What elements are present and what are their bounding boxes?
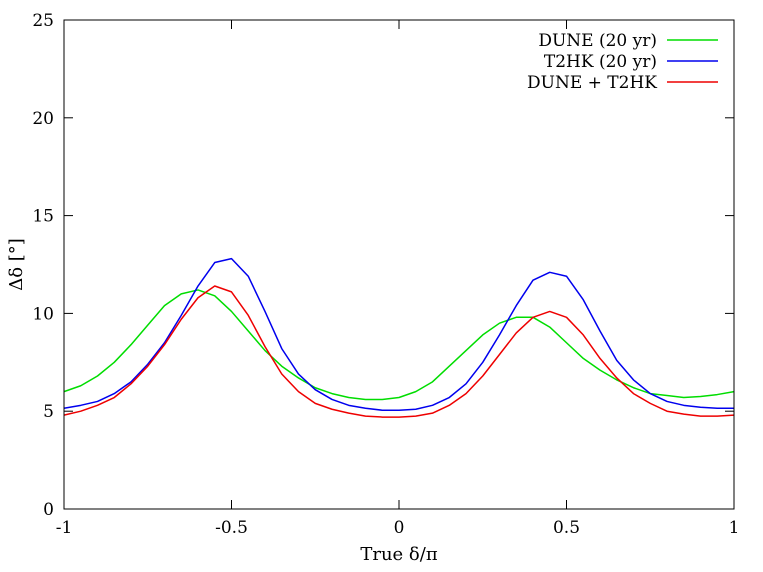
x-tick-label: 0 [394,518,405,538]
series-line-2 [63,257,734,411]
y-tick-label: 0 [43,500,54,520]
y-tick-label: 15 [32,207,54,227]
x-tick-label: -1 [56,518,73,538]
y-tick-label: 25 [32,11,54,31]
series-line-3 [63,285,735,418]
plot-frame [63,19,735,510]
series-layer [63,257,735,418]
legend: DUNE (20 yr)T2HK (20 yr)DUNE + T2HK [527,31,718,93]
legend-label-1: DUNE (20 yr) [538,31,657,51]
y-tick-label: 10 [32,304,54,324]
legend-label-3: DUNE + T2HK [527,73,657,93]
y-tick-label: 20 [32,109,54,129]
x-tick-label: 1 [729,518,740,538]
y-axis-label: Δδ [°] [6,238,27,291]
legend-label-2: T2HK (20 yr) [544,52,657,72]
y-tick-label: 5 [43,402,54,422]
x-tick-label: 0.5 [553,518,580,538]
x-tick-label: -0.5 [215,518,248,538]
x-axis-label: True δ/π [360,544,437,565]
